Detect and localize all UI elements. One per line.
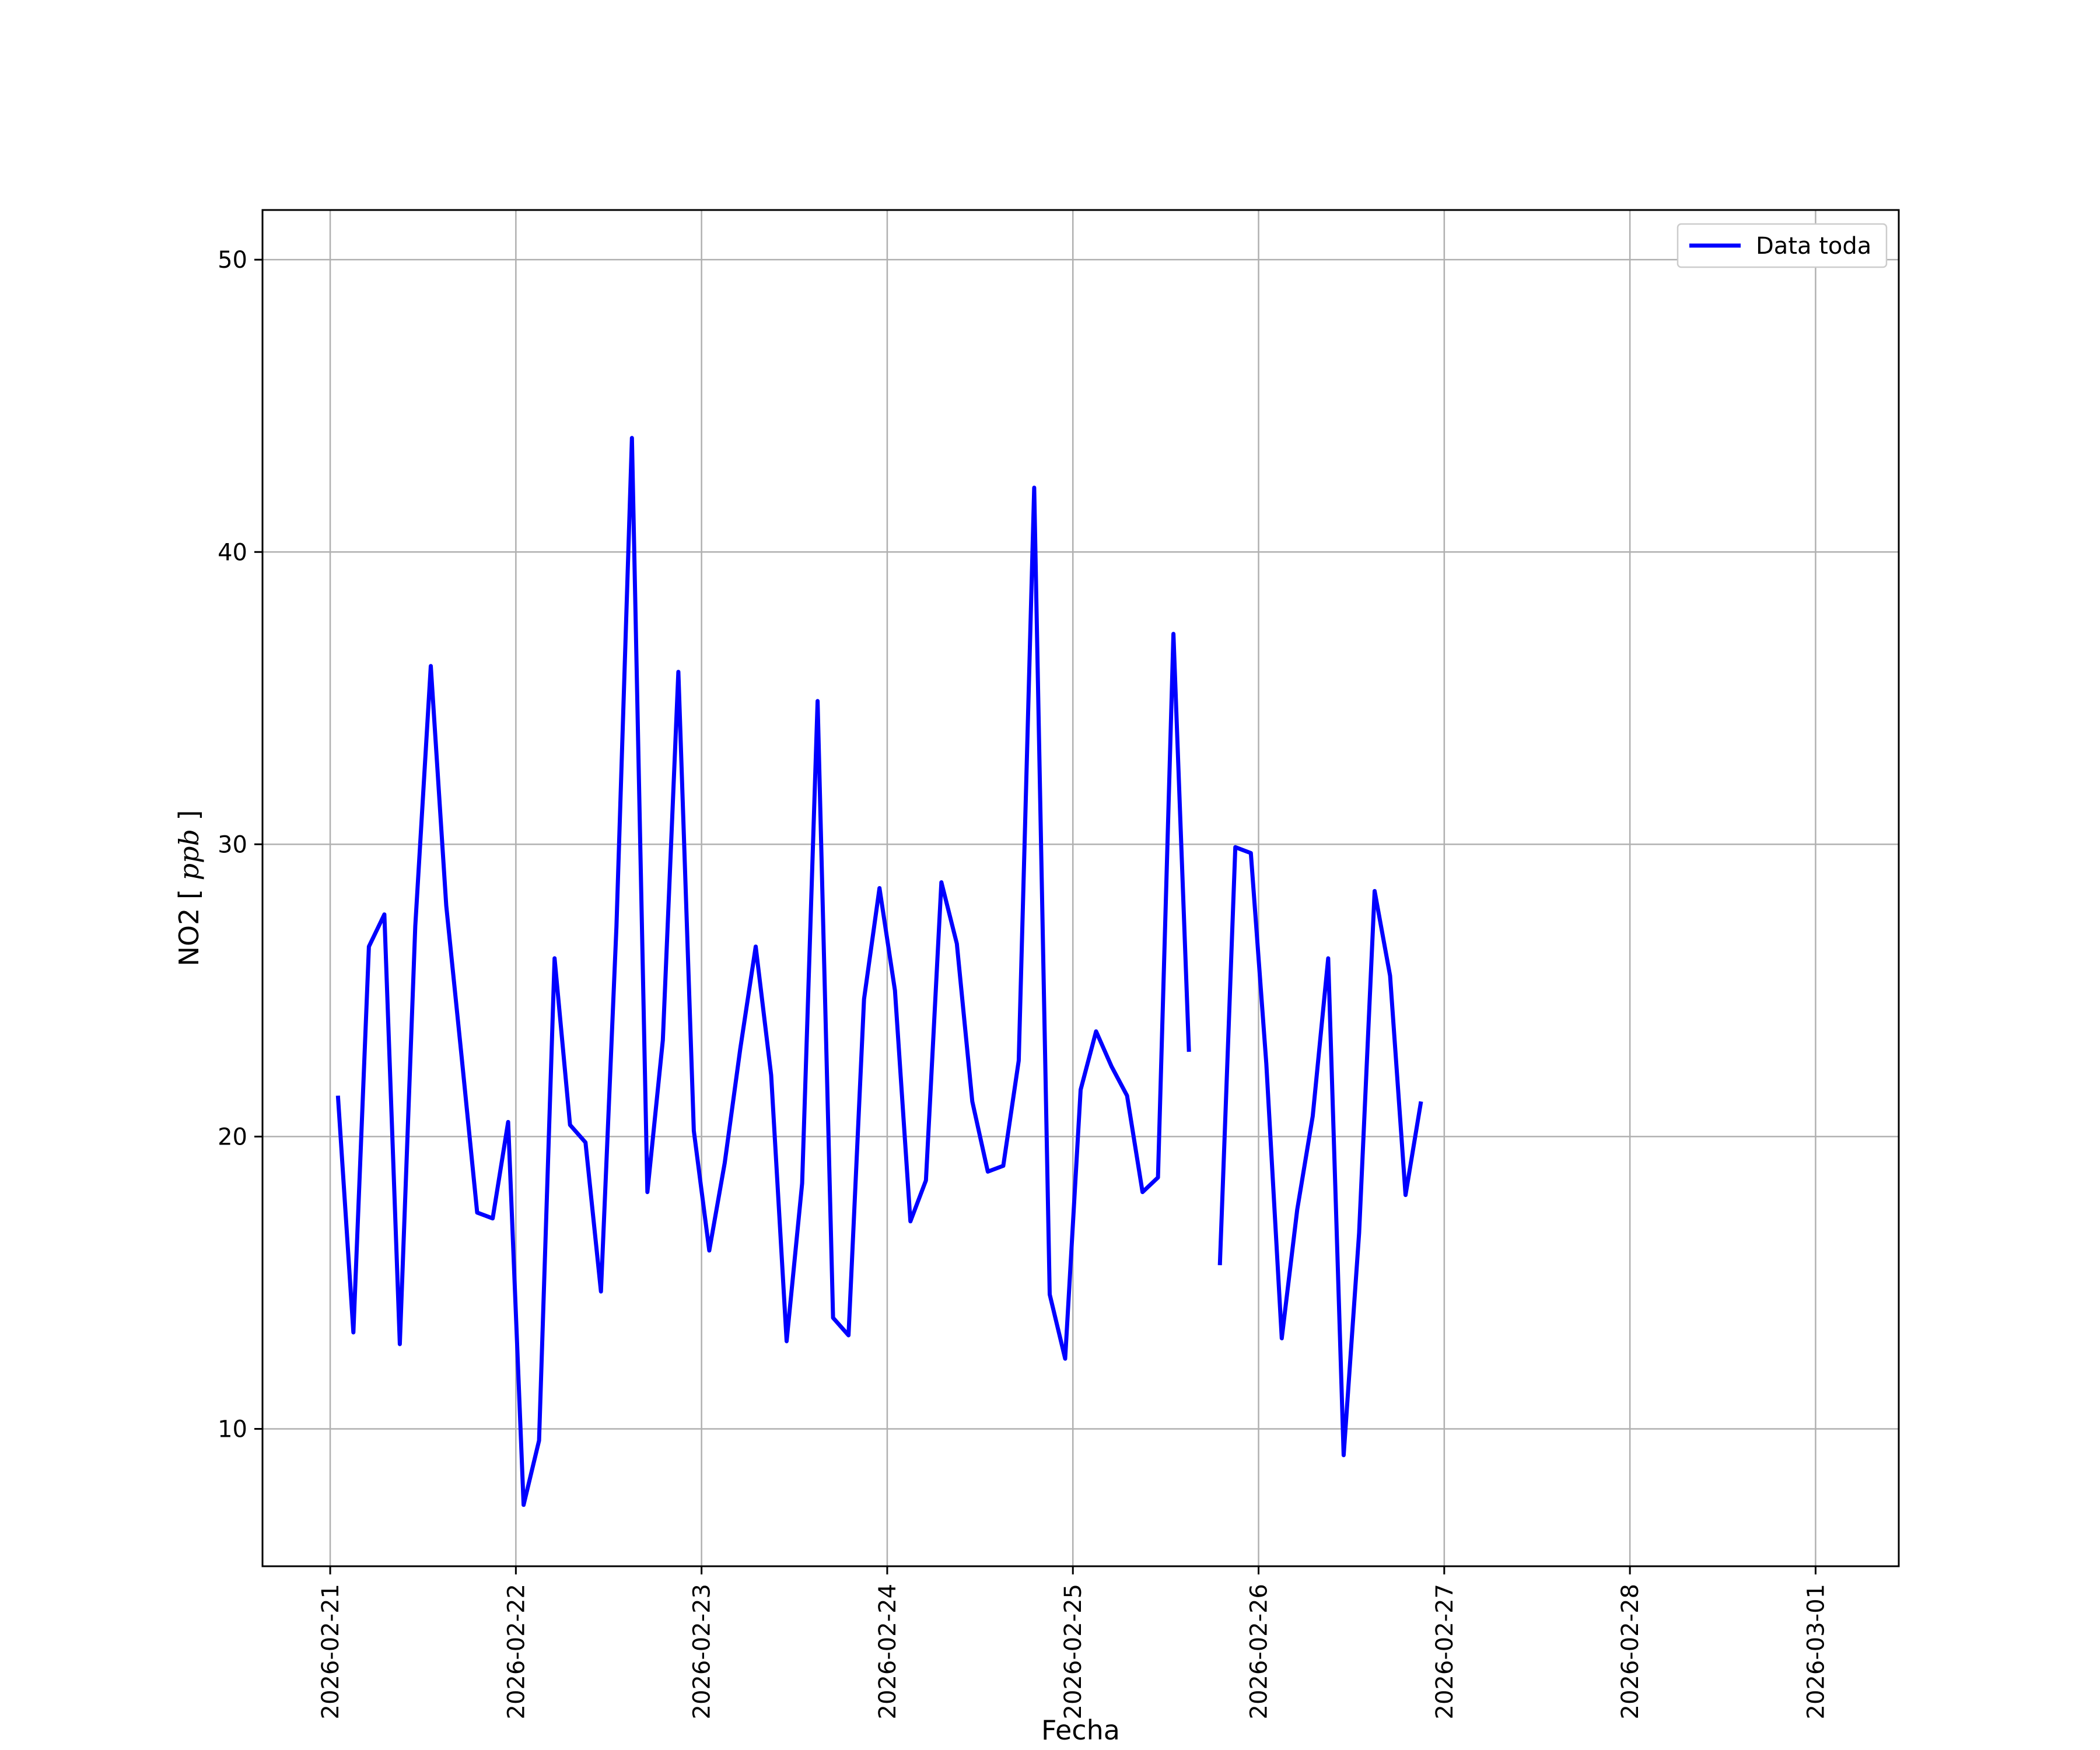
y-axis-label-bracket-close: ] — [173, 810, 205, 820]
x-tick-label: 2026-02-26 — [1246, 1584, 1273, 1719]
x-axis-label: Fecha — [1041, 1714, 1120, 1746]
x-tick-label: 2026-02-25 — [1060, 1584, 1087, 1719]
series-line-data-toda — [335, 436, 1423, 1507]
y-tick-label: 50 — [218, 247, 247, 274]
x-tick-label: 2026-02-23 — [689, 1584, 716, 1719]
x-axis: 2026-02-21 2026-02-22 2026-02-23 2026-02-24… — [317, 1566, 1829, 1719]
y-axis-label: NO2 [ ppb ] — [173, 810, 205, 966]
y-axis-label-unit: ppb — [173, 829, 205, 880]
legend-label-data-toda: Data toda — [1756, 233, 1871, 260]
legend-box — [1676, 223, 1888, 268]
y-axis-label-main: NO2 — [173, 908, 205, 967]
y-axis-label-bracket-open: [ — [173, 889, 205, 900]
y-tick-label: 10 — [218, 1416, 247, 1443]
x-tick-label: 2026-02-28 — [1617, 1584, 1644, 1719]
x-tick-label: 2026-02-24 — [874, 1584, 901, 1719]
y-axis: 10 20 30 40 50 — [218, 247, 262, 1443]
x-tick-label: 2026-02-27 — [1432, 1584, 1458, 1719]
x-tick-label: 2026-02-21 — [317, 1584, 344, 1719]
legend: Data toda — [1676, 223, 1888, 268]
grid — [262, 210, 1899, 1566]
y-tick-label: 30 — [218, 831, 247, 858]
x-tick-label: 2026-02-22 — [503, 1584, 530, 1719]
plot-area-frame — [261, 209, 1900, 1567]
y-tick-label: 20 — [218, 1124, 247, 1150]
x-tick-label: 2026-03-01 — [1803, 1584, 1829, 1719]
y-tick-label: 40 — [218, 539, 247, 566]
